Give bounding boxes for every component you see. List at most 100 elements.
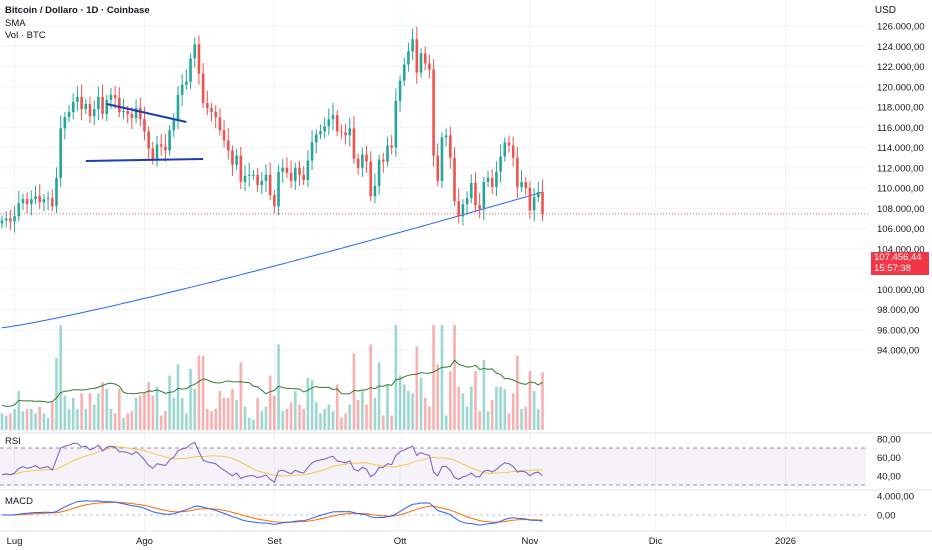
- candle-body: [67, 112, 71, 118]
- volume-bar: [214, 408, 217, 430]
- trendline-lower: [85, 158, 204, 162]
- volume-bar: [398, 375, 402, 430]
- volume-bar: [503, 388, 507, 430]
- trendline-upper: [106, 103, 187, 123]
- price-tick-label: 94.000,00: [877, 346, 919, 357]
- candle-body: [381, 159, 385, 162]
- volume-bar: [101, 382, 104, 430]
- candle-body: [361, 154, 364, 168]
- candle-body: [118, 97, 121, 113]
- volume-bar: [138, 395, 142, 430]
- candle-body: [113, 94, 117, 98]
- volume-bar: [302, 408, 305, 430]
- candle-body: [71, 101, 75, 113]
- volume-bar: [281, 411, 285, 430]
- candle-body: [164, 146, 167, 151]
- volume-bar: [25, 408, 29, 430]
- candle-body: [415, 39, 419, 73]
- volume-bar: [206, 408, 209, 430]
- symbol-title[interactable]: Bitcoin / Dollaro · 1D · Coinbase: [5, 5, 150, 16]
- volume-bar: [126, 413, 129, 430]
- currency-label[interactable]: USD: [874, 5, 896, 16]
- candle-body: [210, 108, 213, 113]
- candle-body: [180, 84, 184, 95]
- volume-bar: [411, 393, 414, 430]
- volume-bar: [105, 388, 109, 430]
- sma-indicator-label[interactable]: SMA: [5, 18, 26, 29]
- volume-bar: [273, 395, 276, 430]
- candle-body: [281, 167, 285, 172]
- candle-body: [369, 161, 373, 197]
- candle-body: [260, 180, 264, 185]
- volume-bar: [210, 411, 213, 430]
- volume-bar: [21, 411, 25, 430]
- price-tick-label: 124.000,00: [877, 42, 925, 53]
- volume-bar: [143, 393, 146, 430]
- volume-bar: [185, 413, 188, 430]
- candle-body: [214, 112, 217, 118]
- price-tick-label: 110.000,00: [877, 184, 924, 195]
- macd-pane-label[interactable]: MACD: [5, 496, 33, 507]
- candle-body: [356, 158, 360, 168]
- volume-indicator-label[interactable]: Vol · BTC: [5, 30, 46, 41]
- volume-bar: [46, 417, 50, 430]
- candle-body: [402, 64, 406, 81]
- candle-body: [97, 96, 100, 110]
- volume-bar: [164, 411, 167, 430]
- volume-bar: [256, 397, 259, 430]
- volume-bar: [289, 402, 293, 430]
- volume-bar: [197, 355, 201, 430]
- candle-body: [168, 130, 171, 151]
- volume-bar: [490, 400, 494, 430]
- volume-bar: [226, 397, 230, 430]
- volume-bar: [327, 404, 331, 430]
- volume-bar: [159, 415, 163, 430]
- candle-body: [193, 44, 197, 59]
- candle-body: [482, 181, 486, 210]
- candle-body: [147, 131, 150, 149]
- volume-bar: [428, 406, 431, 430]
- volume-bar: [511, 393, 515, 430]
- candle-body: [306, 160, 310, 180]
- volume-bar: [176, 364, 180, 430]
- volume-bar: [67, 408, 71, 430]
- volume-bar: [0, 413, 4, 430]
- candle-body: [9, 218, 12, 222]
- candle-body: [444, 135, 448, 138]
- candle-body: [394, 100, 398, 148]
- volume-bar: [465, 406, 469, 430]
- volume-bar: [222, 397, 226, 430]
- candle-body: [80, 96, 83, 110]
- macd-line: [1, 500, 543, 526]
- rsi-pane-label[interactable]: RSI: [5, 436, 21, 447]
- candle-body: [428, 63, 431, 70]
- volume-bar: [394, 325, 398, 430]
- candle-body: [490, 177, 494, 187]
- candle-body: [256, 174, 259, 185]
- candle-body: [201, 73, 205, 103]
- candle-body: [159, 144, 163, 147]
- candle-body: [478, 205, 481, 210]
- volume-bar: [147, 382, 150, 430]
- volume-bar: [155, 386, 159, 430]
- volume-bar: [109, 408, 113, 430]
- volume-bar: [294, 391, 297, 430]
- volume-bar: [239, 362, 243, 430]
- volume-bar: [38, 406, 42, 430]
- volume-bar: [252, 420, 255, 430]
- volume-bar: [76, 408, 79, 430]
- volume-bar: [528, 371, 532, 430]
- candle-body: [126, 111, 129, 115]
- time-tick-label: Dic: [649, 536, 663, 547]
- candle-body: [453, 157, 456, 202]
- volume-bar: [201, 355, 205, 430]
- volume-bar: [243, 406, 247, 430]
- price-tick-label: 116.000,00: [877, 123, 924, 134]
- candle-body: [469, 182, 473, 199]
- candle-body: [302, 174, 305, 180]
- time-tick-label: Lug: [7, 536, 23, 547]
- volume-bar: [50, 402, 54, 430]
- volume-bar: [189, 368, 192, 430]
- volume-bar: [235, 400, 238, 430]
